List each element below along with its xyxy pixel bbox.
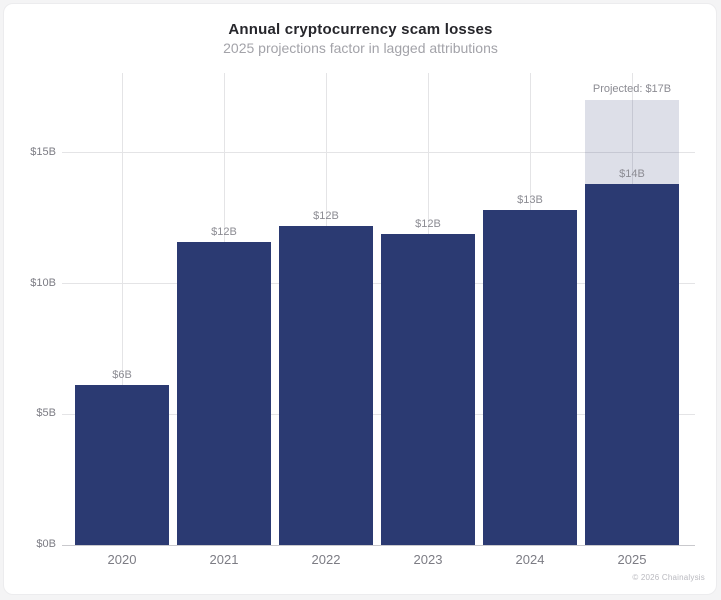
bar-2024: [483, 210, 577, 545]
bar-2023: [381, 233, 475, 545]
bar-2020: [75, 385, 169, 545]
bar-value-label: $12B: [313, 209, 339, 222]
y-tick-label: $10B: [30, 276, 56, 289]
x-tick-label: 2022: [311, 552, 341, 567]
bar-value-label: $12B: [211, 225, 237, 238]
gridline-h: [62, 544, 695, 546]
bar-2025: [585, 184, 679, 545]
chart-subtitle: 2025 projections factor in lagged attrib…: [223, 40, 498, 56]
x-tick-label: 2025: [617, 552, 647, 567]
bar-value-label: $14B: [619, 168, 645, 181]
x-tick-label: 2023: [413, 552, 443, 567]
projected-value-label: Projected: $17B: [592, 83, 672, 96]
gridline-h: [62, 413, 695, 415]
bar-value-label: $12B: [415, 217, 441, 230]
chart-title: Annual cryptocurrency scam losses: [228, 21, 493, 38]
bar-value-label: $6B: [112, 369, 132, 382]
gridline-h: [62, 283, 695, 284]
x-tick-label: 2021: [209, 552, 239, 567]
x-tick-label: 2024: [515, 552, 545, 567]
gridline-v: [122, 73, 123, 545]
copyright-credit: © 2026 Chainalysis: [632, 573, 705, 582]
y-tick-label: $15B: [30, 145, 56, 158]
bar-2022: [279, 225, 373, 545]
y-tick-label: $5B: [36, 407, 56, 420]
x-tick-label: 2020: [107, 552, 137, 567]
bar-2021: [177, 241, 271, 545]
gridline-h: [62, 152, 695, 154]
y-tick-label: $0B: [36, 538, 56, 550]
bar-value-label: $13B: [517, 194, 543, 207]
